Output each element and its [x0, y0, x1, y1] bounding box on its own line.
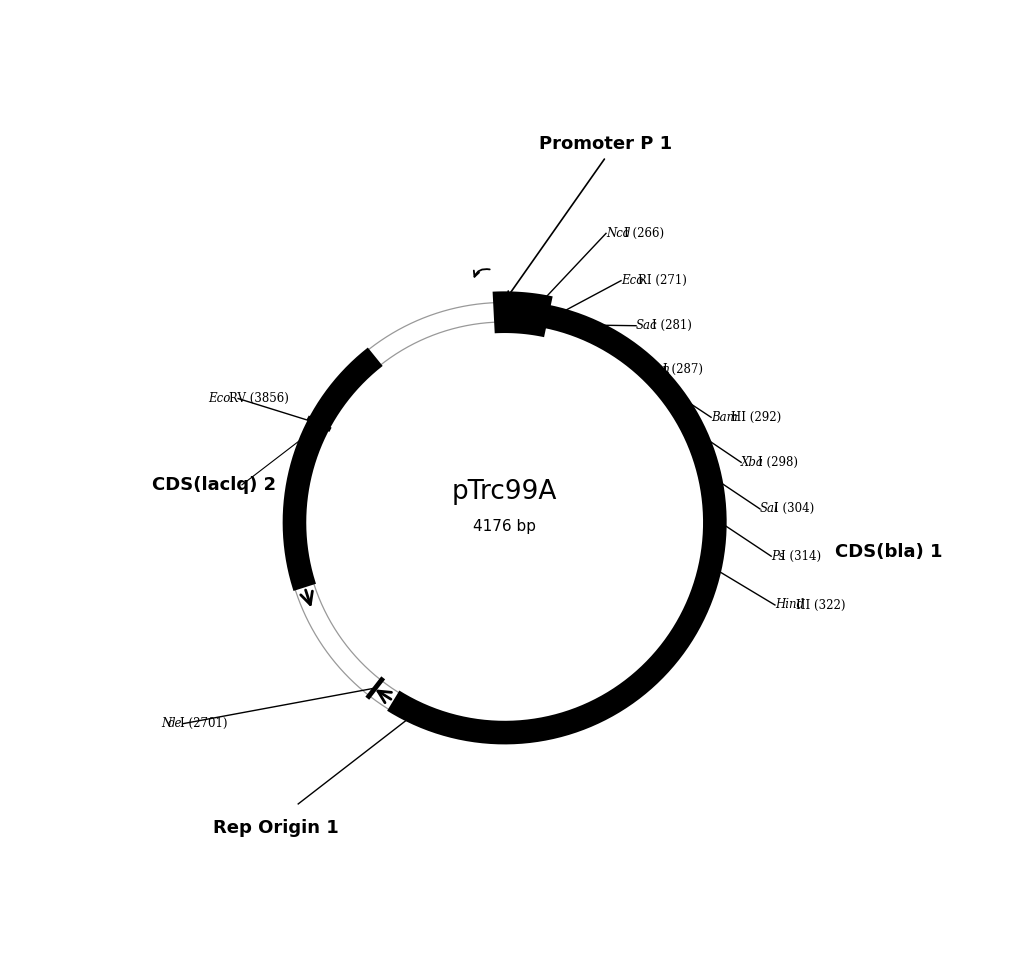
Text: I (266): I (266)	[624, 227, 664, 240]
Text: Xba: Xba	[741, 456, 764, 469]
Text: de: de	[167, 717, 183, 730]
Text: RI (271): RI (271)	[638, 274, 686, 288]
Text: Ps: Ps	[772, 550, 785, 563]
Text: CDS(laclq) 2: CDS(laclq) 2	[152, 476, 276, 494]
Text: RV (3856): RV (3856)	[229, 392, 289, 405]
Text: HI (292): HI (292)	[731, 410, 781, 424]
Text: I (281): I (281)	[652, 319, 692, 332]
Text: I (314): I (314)	[781, 550, 821, 563]
Text: N: N	[161, 717, 171, 730]
Text: 4176 bp: 4176 bp	[474, 519, 536, 533]
Text: I (2701): I (2701)	[180, 717, 228, 730]
Text: Hind: Hind	[775, 599, 804, 611]
Text: III (322): III (322)	[796, 599, 846, 611]
Text: Bam: Bam	[711, 410, 738, 424]
Text: Promoter P 1: Promoter P 1	[539, 135, 672, 153]
Text: I (298): I (298)	[758, 456, 798, 469]
Text: I (287): I (287)	[663, 363, 704, 375]
Text: pTrc99A: pTrc99A	[452, 480, 558, 505]
Text: Ncd: Ncd	[606, 227, 631, 240]
Text: Kpn: Kpn	[646, 363, 669, 375]
Text: Eco: Eco	[208, 392, 230, 405]
Text: CDS(bla) 1: CDS(bla) 1	[835, 543, 942, 562]
Text: Eco: Eco	[621, 274, 644, 288]
Text: Rep Origin 1: Rep Origin 1	[213, 819, 339, 837]
Text: Sal: Sal	[759, 502, 779, 516]
Text: Sac: Sac	[636, 319, 658, 332]
Text: I (304): I (304)	[774, 502, 814, 516]
